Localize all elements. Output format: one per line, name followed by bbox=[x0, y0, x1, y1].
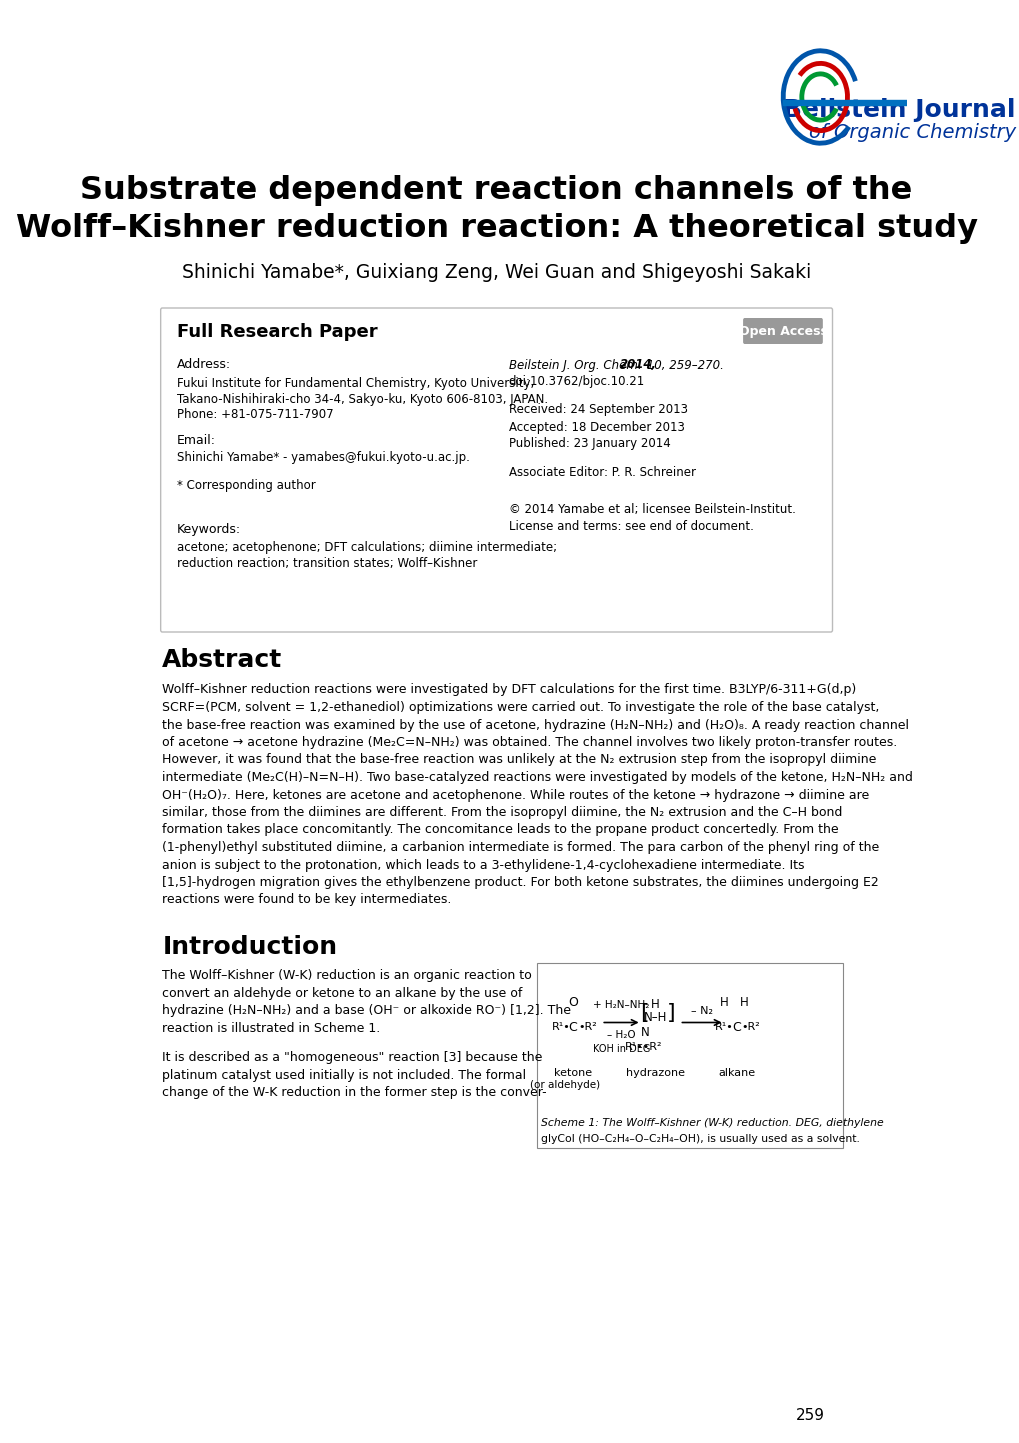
Text: O: O bbox=[568, 996, 578, 1009]
Text: Received: 24 September 2013: Received: 24 September 2013 bbox=[508, 404, 687, 417]
Text: [1,5]-hydrogen migration gives the ethylbenzene product. For both ketone substra: [1,5]-hydrogen migration gives the ethyl… bbox=[162, 876, 878, 889]
Text: ketone: ketone bbox=[553, 1068, 592, 1078]
Text: Beilstein Journal: Beilstein Journal bbox=[782, 98, 1014, 123]
Text: * Corresponding author: * Corresponding author bbox=[176, 479, 315, 492]
Text: intermediate (Me₂C(H)–N=N–H). Two base-catalyzed reactions were investigated by : intermediate (Me₂C(H)–N=N–H). Two base-c… bbox=[162, 771, 912, 784]
Text: N–H: N–H bbox=[643, 1012, 666, 1025]
Text: OH⁻(H₂O)₇. Here, ketones are acetone and acetophenone. While routes of the keton: OH⁻(H₂O)₇. Here, ketones are acetone and… bbox=[162, 788, 868, 801]
Text: of Organic Chemistry: of Organic Chemistry bbox=[808, 124, 1015, 143]
Text: similar, those from the diimines are different. From the isopropyl diimine, the : similar, those from the diimines are dif… bbox=[162, 807, 842, 820]
Text: (or aldehyde): (or aldehyde) bbox=[530, 1081, 599, 1091]
Text: C: C bbox=[732, 1022, 740, 1035]
Text: N: N bbox=[641, 1026, 649, 1039]
Text: reaction is illustrated in Scheme 1.: reaction is illustrated in Scheme 1. bbox=[162, 1022, 380, 1035]
Text: – N₂: – N₂ bbox=[690, 1006, 712, 1016]
Text: acetone; acetophenone; DFT calculations; diimine intermediate;: acetone; acetophenone; DFT calculations;… bbox=[176, 541, 556, 554]
Text: change of the W-K reduction in the former step is the conver-: change of the W-K reduction in the forme… bbox=[162, 1087, 546, 1100]
Text: Keywords:: Keywords: bbox=[176, 524, 240, 537]
Text: It is described as a "homogeneous" reaction [3] because the: It is described as a "homogeneous" react… bbox=[162, 1051, 542, 1063]
Text: Address:: Address: bbox=[176, 358, 230, 371]
Text: reactions were found to be key intermediates.: reactions were found to be key intermedi… bbox=[162, 893, 451, 906]
Text: •R²: •R² bbox=[740, 1023, 759, 1033]
Text: Fukui Institute for Fundamental Chemistry, Kyoto University,: Fukui Institute for Fundamental Chemistr… bbox=[176, 377, 534, 390]
Text: alkane: alkane bbox=[717, 1068, 754, 1078]
Text: convert an aldehyde or ketone to an alkane by the use of: convert an aldehyde or ketone to an alka… bbox=[162, 987, 522, 1000]
Text: Substrate dependent reaction channels of the: Substrate dependent reaction channels of… bbox=[81, 175, 912, 205]
Text: C: C bbox=[569, 1022, 577, 1035]
Text: + H₂N–NH₂: + H₂N–NH₂ bbox=[593, 1000, 649, 1010]
Text: © 2014 Yamabe et al; licensee Beilstein-Institut.: © 2014 Yamabe et al; licensee Beilstein-… bbox=[508, 504, 795, 517]
Text: H: H bbox=[650, 999, 659, 1012]
Text: Beilstein J. Org. Chem.: Beilstein J. Org. Chem. bbox=[508, 358, 644, 371]
Text: KOH in DEG: KOH in DEG bbox=[592, 1043, 649, 1053]
Text: Full Research Paper: Full Research Paper bbox=[176, 323, 377, 341]
Text: The Wolff–Kishner (W-K) reduction is an organic reaction to: The Wolff–Kishner (W-K) reduction is an … bbox=[162, 970, 532, 983]
FancyBboxPatch shape bbox=[536, 962, 842, 1147]
Text: 2014,: 2014, bbox=[620, 358, 656, 371]
Text: 10, 259–270.: 10, 259–270. bbox=[643, 358, 723, 371]
Text: Accepted: 18 December 2013: Accepted: 18 December 2013 bbox=[508, 420, 684, 433]
Text: of acetone → acetone hydrazine (Me₂C=N–NH₂) was obtained. The channel involves t: of acetone → acetone hydrazine (Me₂C=N–N… bbox=[162, 736, 897, 749]
Text: However, it was found that the base-free reaction was unlikely at the N₂ extrusi: However, it was found that the base-free… bbox=[162, 753, 875, 766]
Text: Email:: Email: bbox=[176, 433, 216, 446]
Text: [: [ bbox=[639, 1003, 648, 1023]
Text: H   H: H H bbox=[719, 996, 748, 1009]
Text: R¹••R²: R¹••R² bbox=[625, 1042, 662, 1052]
Text: glyCol (HO–C₂H₄–O–C₂H₄–OH), is usually used as a solvent.: glyCol (HO–C₂H₄–O–C₂H₄–OH), is usually u… bbox=[540, 1134, 859, 1143]
Text: ]: ] bbox=[666, 1003, 675, 1023]
Text: Phone: +81-075-711-7907: Phone: +81-075-711-7907 bbox=[176, 408, 333, 421]
FancyBboxPatch shape bbox=[743, 317, 822, 343]
Text: platinum catalyst used initially is not included. The formal: platinum catalyst used initially is not … bbox=[162, 1068, 526, 1081]
Text: the base-free reaction was examined by the use of acetone, hydrazine (H₂N–NH₂) a: the base-free reaction was examined by t… bbox=[162, 719, 908, 732]
Text: doi:10.3762/bjoc.10.21: doi:10.3762/bjoc.10.21 bbox=[508, 375, 644, 388]
FancyBboxPatch shape bbox=[161, 307, 832, 632]
Text: Wolff–Kishner reduction reaction: A theoretical study: Wolff–Kishner reduction reaction: A theo… bbox=[15, 212, 976, 244]
Text: hydrazine (H₂N–NH₂) and a base (OH⁻ or alkoxide RO⁻) [1,2]. The: hydrazine (H₂N–NH₂) and a base (OH⁻ or a… bbox=[162, 1004, 571, 1017]
Text: Associate Editor: P. R. Schreiner: Associate Editor: P. R. Schreiner bbox=[508, 466, 695, 479]
Bar bbox=[782, 100, 943, 105]
Text: •R²: •R² bbox=[578, 1023, 596, 1033]
Text: Introduction: Introduction bbox=[162, 935, 337, 960]
Text: Shinichi Yamabe*, Guixiang Zeng, Wei Guan and Shigeyoshi Sakaki: Shinichi Yamabe*, Guixiang Zeng, Wei Gua… bbox=[181, 263, 810, 281]
Text: Takano-Nishihiraki-cho 34-4, Sakyo-ku, Kyoto 606-8103, JAPAN.: Takano-Nishihiraki-cho 34-4, Sakyo-ku, K… bbox=[176, 392, 547, 405]
Text: Abstract: Abstract bbox=[162, 648, 282, 672]
Text: R¹•: R¹• bbox=[551, 1023, 570, 1033]
Text: SCRF=(PCM, solvent = 1,2-ethanediol) optimizations were carried out. To investig: SCRF=(PCM, solvent = 1,2-ethanediol) opt… bbox=[162, 701, 878, 714]
Text: Scheme 1: The Wolff–Kishner (W-K) reduction. DEG, diethylene: Scheme 1: The Wolff–Kishner (W-K) reduct… bbox=[540, 1117, 882, 1127]
Text: 259: 259 bbox=[796, 1407, 824, 1423]
Text: reduction reaction; transition states; Wolff–Kishner: reduction reaction; transition states; W… bbox=[176, 557, 477, 570]
Text: hydrazone: hydrazone bbox=[626, 1068, 684, 1078]
Text: formation takes place concomitantly. The concomitance leads to the propane produ: formation takes place concomitantly. The… bbox=[162, 824, 838, 837]
Text: anion is subject to the protonation, which leads to a 3-ethylidene-1,4-cyclohexa: anion is subject to the protonation, whi… bbox=[162, 859, 804, 872]
Text: Shinichi Yamabe* - yamabes@fukui.kyoto-u.ac.jp.: Shinichi Yamabe* - yamabes@fukui.kyoto-u… bbox=[176, 452, 469, 465]
Text: Wolff–Kishner reduction reactions were investigated by DFT calculations for the : Wolff–Kishner reduction reactions were i… bbox=[162, 684, 856, 697]
Text: (1-phenyl)ethyl substituted diimine, a carbanion intermediate is formed. The par: (1-phenyl)ethyl substituted diimine, a c… bbox=[162, 841, 878, 854]
Text: R¹•: R¹• bbox=[714, 1023, 734, 1033]
Text: License and terms: see end of document.: License and terms: see end of document. bbox=[508, 521, 753, 534]
Text: – H₂O: – H₂O bbox=[606, 1029, 635, 1039]
Text: Published: 23 January 2014: Published: 23 January 2014 bbox=[508, 437, 669, 450]
Text: Open Access: Open Access bbox=[738, 325, 826, 338]
